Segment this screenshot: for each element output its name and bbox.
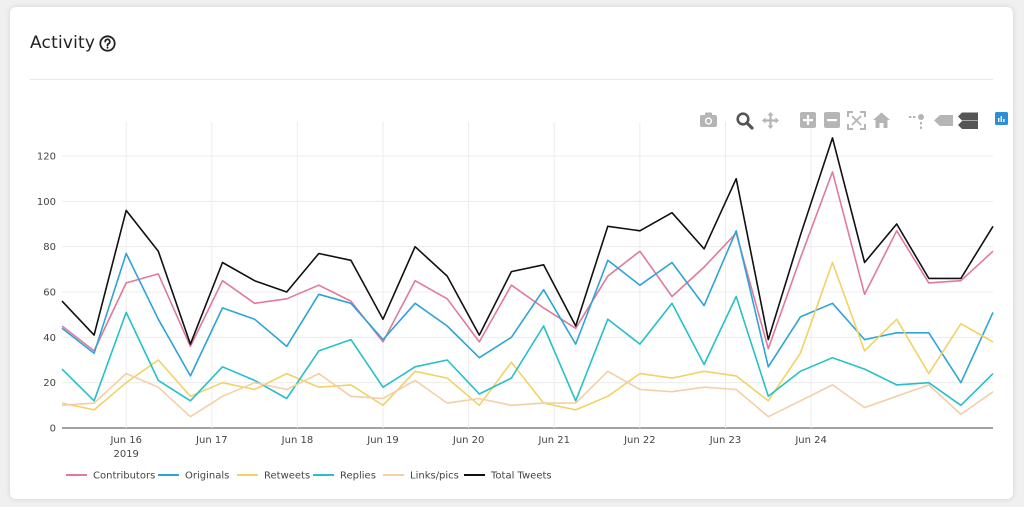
x-tick-label: Jun 17 bbox=[195, 435, 228, 446]
zoom-icon[interactable] bbox=[736, 112, 754, 130]
header-divider bbox=[30, 79, 993, 80]
y-tick-label: 120 bbox=[37, 152, 56, 163]
x-tick-label: Jun 22 bbox=[623, 435, 656, 446]
activity-card: Activity bbox=[10, 7, 1013, 499]
legend-item-replies[interactable]: Replies bbox=[313, 471, 376, 482]
chart-modebar bbox=[700, 111, 1008, 130]
x-tick-label: Jun 23 bbox=[709, 435, 742, 446]
legend-label: Total Tweets bbox=[490, 471, 552, 482]
plotly-logo-icon[interactable] bbox=[995, 112, 1008, 125]
card-header: Activity bbox=[30, 33, 116, 53]
x-tick-label: Jun 24 bbox=[794, 435, 827, 446]
y-tick-label: 100 bbox=[37, 197, 56, 208]
legend-item-contributors[interactable]: Contributors bbox=[66, 471, 155, 482]
series-line-total-tweets[interactable] bbox=[61, 137, 994, 345]
legend-label: Contributors bbox=[93, 471, 155, 482]
x-tick-label: Jun 21 bbox=[537, 435, 570, 446]
x-tick-label: Jun 20 bbox=[452, 435, 485, 446]
pan-icon[interactable] bbox=[762, 112, 779, 129]
legend-label: Links/pics bbox=[410, 471, 459, 482]
zoom-out-icon[interactable] bbox=[824, 112, 840, 128]
legend-label: Retweets bbox=[264, 471, 310, 482]
hover-compare-icon[interactable] bbox=[958, 112, 978, 130]
reset-axes-icon[interactable] bbox=[873, 112, 890, 129]
legend-label: Replies bbox=[340, 471, 376, 482]
legend-item-originals[interactable]: Originals bbox=[158, 471, 229, 482]
legend-item-retweets[interactable]: Retweets bbox=[237, 471, 310, 482]
series-line-replies[interactable] bbox=[61, 295, 994, 407]
y-tick-label: 20 bbox=[43, 378, 56, 389]
y-tick-label: 60 bbox=[43, 288, 56, 299]
legend-item-total-tweets[interactable]: Total Tweets bbox=[464, 471, 552, 482]
y-tick-label: 80 bbox=[43, 242, 56, 253]
series-line-originals[interactable] bbox=[61, 230, 994, 384]
x-tick-label: Jun 16 bbox=[109, 435, 142, 446]
x-tick-label: Jun 19 bbox=[366, 435, 399, 446]
series-line-retweets[interactable] bbox=[61, 261, 994, 411]
y-tick-label: 0 bbox=[50, 424, 56, 435]
spike-lines-icon[interactable] bbox=[909, 114, 924, 129]
series-line-contributors[interactable] bbox=[61, 171, 994, 352]
card-title: Activity bbox=[30, 33, 96, 53]
legend-label: Originals bbox=[185, 471, 229, 482]
x-tick-year: 2019 bbox=[113, 449, 138, 460]
legend-item-links-pics[interactable]: Links/pics bbox=[383, 471, 459, 482]
autoscale-icon[interactable] bbox=[847, 111, 866, 130]
y-tick-label: 40 bbox=[43, 333, 56, 344]
x-tick-label: Jun 18 bbox=[281, 435, 314, 446]
zoom-in-icon[interactable] bbox=[800, 112, 816, 128]
question-circle-icon[interactable] bbox=[99, 34, 116, 52]
hover-closest-icon[interactable] bbox=[934, 115, 953, 126]
camera-icon[interactable] bbox=[700, 112, 717, 128]
series-line-links-pics[interactable] bbox=[61, 370, 994, 418]
